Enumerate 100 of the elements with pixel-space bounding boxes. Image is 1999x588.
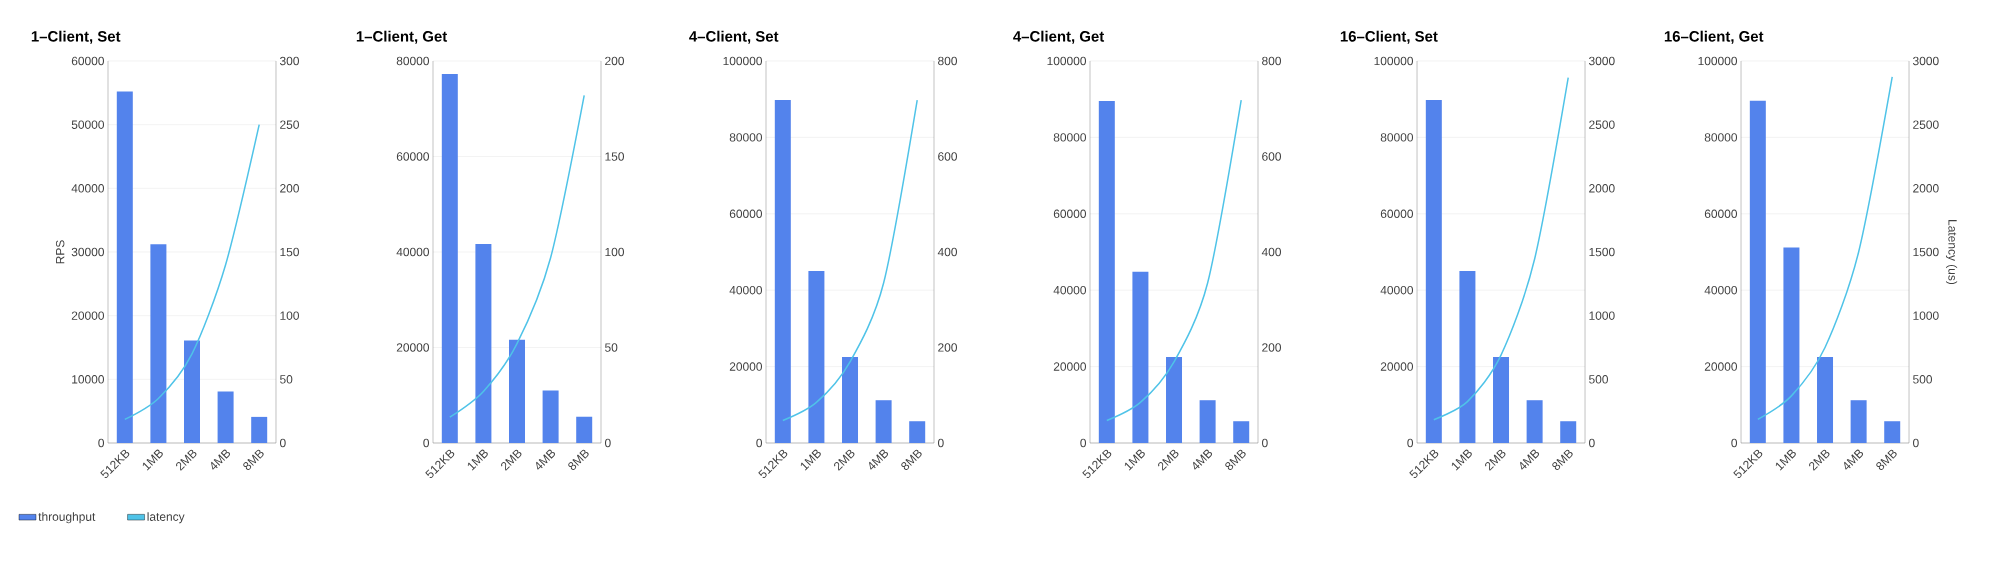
y2-tick-label: 3000 bbox=[1588, 56, 1615, 66]
bar bbox=[1526, 400, 1543, 443]
y-tick-label: 20000 bbox=[729, 362, 763, 371]
bar bbox=[116, 91, 133, 443]
bar bbox=[1493, 357, 1510, 443]
bar bbox=[1233, 421, 1250, 443]
bar bbox=[576, 416, 593, 443]
y-tick-label: 20000 bbox=[396, 343, 430, 352]
bar bbox=[1132, 271, 1149, 443]
bar bbox=[1749, 100, 1766, 443]
bar bbox=[808, 271, 825, 443]
bar bbox=[909, 421, 926, 443]
bar bbox=[1783, 247, 1800, 443]
bar bbox=[150, 244, 167, 443]
y2-tick-label: 200 bbox=[280, 184, 299, 193]
y-tick-label: 40000 bbox=[1704, 285, 1738, 295]
y-tick-label: 0 bbox=[98, 438, 105, 448]
y-tick-label: 60000 bbox=[71, 56, 105, 66]
y2-tick-label: 50 bbox=[605, 343, 618, 352]
y-tick-label: 100000 bbox=[1047, 56, 1087, 66]
bar bbox=[1166, 357, 1183, 443]
bar bbox=[475, 243, 492, 443]
y-tick-label: 0 bbox=[1407, 438, 1414, 448]
y2-tick-label: 600 bbox=[938, 152, 958, 161]
bar bbox=[1817, 357, 1834, 443]
legend-label: latency bbox=[147, 512, 185, 524]
bar bbox=[1199, 400, 1216, 443]
bar bbox=[542, 390, 559, 443]
bar bbox=[1459, 271, 1476, 443]
y2-tick-label: 2000 bbox=[1913, 184, 1939, 193]
bar bbox=[1850, 400, 1867, 443]
y2-tick-label: 100 bbox=[280, 311, 299, 320]
y2-tick-label: 250 bbox=[280, 120, 299, 129]
y2-tick-label: 3000 bbox=[1912, 56, 1939, 66]
bar bbox=[217, 391, 234, 443]
y2-tick-label: 0 bbox=[279, 438, 286, 448]
y-tick-label: 20000 bbox=[71, 311, 105, 320]
y-tick-label: 40000 bbox=[71, 184, 105, 193]
y2-tick-label: 1000 bbox=[1589, 311, 1615, 320]
y-tick-label: 30000 bbox=[71, 247, 105, 257]
line-series bbox=[1106, 99, 1242, 422]
y-tick-label: 100000 bbox=[1698, 56, 1738, 66]
y2-tick-label: 0 bbox=[1589, 438, 1595, 448]
chart-title: 1–Client, Set bbox=[31, 30, 121, 44]
y2-tick-label: 800 bbox=[1262, 56, 1282, 66]
y2-tick-label: 150 bbox=[605, 152, 624, 161]
y2-tick-label: 200 bbox=[938, 343, 958, 352]
line-series bbox=[782, 99, 918, 422]
y2-tick-label: 200 bbox=[605, 56, 624, 66]
bar bbox=[774, 99, 791, 443]
y-tick-label: 40000 bbox=[396, 247, 430, 257]
y-tick-label: 100000 bbox=[723, 56, 763, 66]
y2-tick-label: 150 bbox=[280, 247, 299, 257]
y-tick-label: 80000 bbox=[1704, 133, 1738, 142]
y-axis-title: RPS bbox=[55, 240, 65, 264]
y-tick-label: 0 bbox=[756, 438, 763, 448]
bar bbox=[1098, 101, 1115, 443]
y2-tick-label: 500 bbox=[1913, 375, 1933, 384]
y-tick-label: 80000 bbox=[1053, 133, 1087, 142]
chart-title: 4–Client, Get bbox=[1013, 30, 1105, 44]
y-tick-label: 0 bbox=[1731, 438, 1738, 448]
chart-title: 4–Client, Set bbox=[689, 30, 779, 44]
bar bbox=[842, 357, 859, 443]
chart-title: 16–Client, Get bbox=[1664, 30, 1764, 44]
y2-tick-label: 0 bbox=[1262, 438, 1268, 448]
y2-axis-title: Latency (us) bbox=[1945, 220, 1958, 285]
y-tick-label: 50000 bbox=[71, 120, 105, 129]
bar bbox=[251, 416, 268, 443]
y-tick-label: 80000 bbox=[396, 56, 430, 66]
y2-tick-label: 100 bbox=[605, 247, 624, 257]
chart-title: 1–Client, Get bbox=[356, 30, 448, 44]
y-tick-label: 60000 bbox=[1380, 209, 1414, 219]
y2-tick-label: 0 bbox=[604, 438, 611, 448]
y2-tick-label: 800 bbox=[938, 56, 958, 66]
bar bbox=[441, 73, 458, 443]
bar bbox=[184, 340, 200, 443]
bar bbox=[509, 339, 525, 443]
y2-tick-label: 0 bbox=[938, 438, 944, 448]
y2-tick-label: 2500 bbox=[1913, 120, 1939, 129]
y2-tick-label: 400 bbox=[1261, 247, 1282, 257]
y-tick-label: 100000 bbox=[1374, 56, 1414, 66]
y2-tick-label: 400 bbox=[937, 247, 958, 257]
y-tick-label: 20000 bbox=[1380, 362, 1414, 371]
bar bbox=[1884, 421, 1901, 443]
y-tick-label: 60000 bbox=[1053, 209, 1087, 219]
y-tick-label: 60000 bbox=[1704, 209, 1738, 219]
y-tick-label: 40000 bbox=[1380, 285, 1414, 295]
y2-tick-label: 50 bbox=[280, 375, 293, 384]
y-tick-label: 60000 bbox=[729, 209, 763, 219]
y2-tick-label: 2000 bbox=[1589, 184, 1615, 193]
y-tick-label: 60000 bbox=[396, 152, 430, 161]
y-tick-label: 20000 bbox=[1053, 362, 1087, 371]
y2-tick-label: 1500 bbox=[1589, 247, 1615, 257]
y-tick-label: 0 bbox=[1080, 438, 1087, 448]
y2-tick-label: 500 bbox=[1589, 375, 1609, 384]
line-series bbox=[1757, 76, 1893, 421]
y-tick-label: 10000 bbox=[72, 375, 105, 384]
y-tick-label: 80000 bbox=[1380, 133, 1414, 142]
y2-tick-label: 0 bbox=[1913, 438, 1919, 448]
y2-tick-label: 2500 bbox=[1589, 120, 1615, 129]
